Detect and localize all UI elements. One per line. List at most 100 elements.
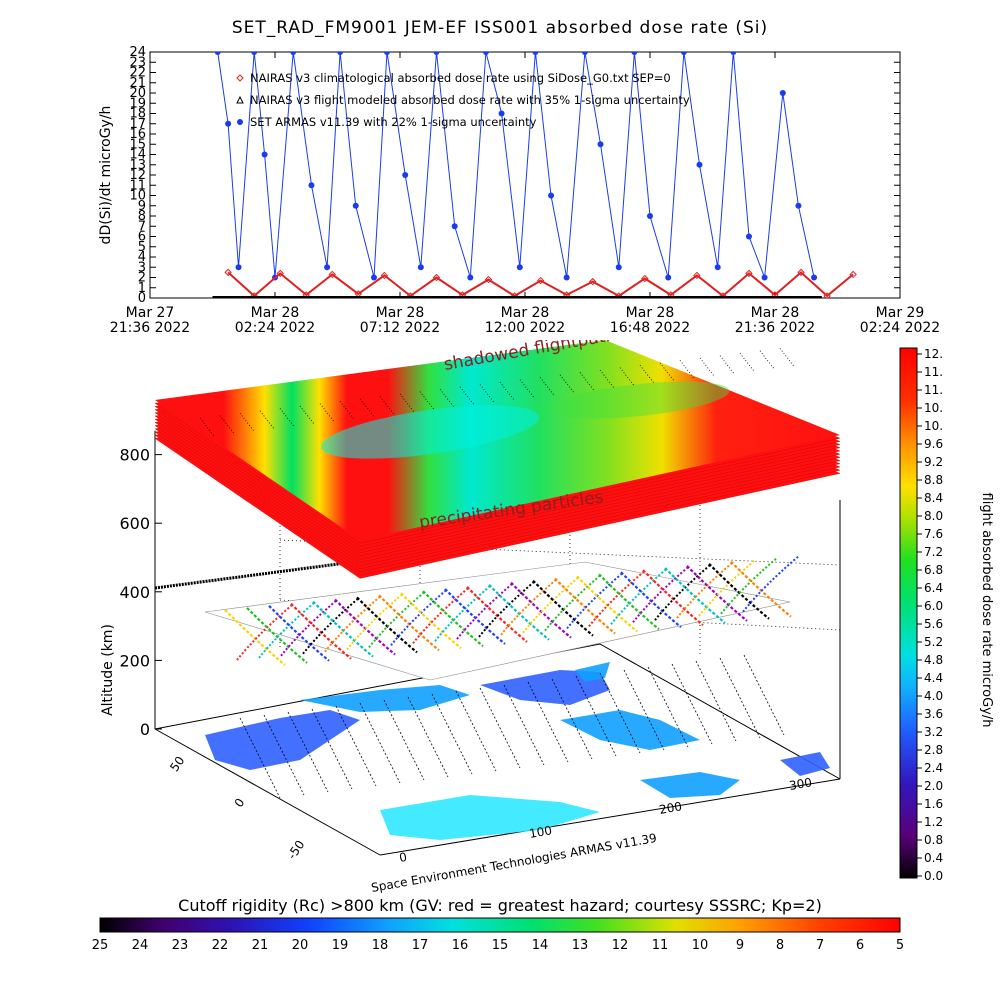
ground-track [479, 687, 521, 769]
armas-point [337, 52, 344, 55]
nairas-clim-point [589, 277, 597, 286]
shadowed-track [639, 364, 655, 384]
ground-track [743, 654, 785, 736]
rigidity-tick-label: 20 [292, 938, 309, 953]
colorbar-tick-label: 7.2 [924, 545, 943, 559]
shadowed-track [519, 379, 535, 398]
ground-track [287, 711, 329, 793]
colorbar-tick-label: 1.2 [924, 815, 943, 829]
continent-shape [205, 710, 360, 770]
nairas-clim-point [719, 292, 727, 298]
altitude-axis-label: Altitude (km) [100, 624, 116, 716]
armas-point [433, 52, 440, 55]
legend-marker [236, 95, 244, 104]
ground-track [671, 663, 713, 745]
colorbar-tick-label: 2.0 [924, 779, 943, 793]
shadowed-track [299, 405, 315, 425]
colorbar-tick-label: 2.8 [924, 743, 943, 757]
colorbar-tick-label: 4.0 [924, 689, 943, 703]
shadowed-track [679, 360, 695, 379]
shadowed-track [259, 410, 275, 430]
ground-track [527, 681, 569, 763]
floor-back-edge [154, 643, 841, 780]
orbit-track [346, 593, 403, 651]
x-tick-label: Mar 28 16:48 2022 [609, 305, 691, 336]
nairas-clim-point [797, 268, 805, 277]
rigidity-tick-label: 10 [692, 938, 709, 953]
legend-label: SET ARMAS v11.39 with 22% 1-sigma uncert… [250, 115, 537, 129]
orbit-track [302, 597, 359, 655]
y-tick-label: 4 [138, 250, 146, 265]
ground-track [383, 699, 425, 781]
nairas-clim-point [276, 269, 284, 278]
orbit-track [390, 589, 447, 646]
armas-point [548, 192, 555, 199]
y-tick-label: 24 [129, 45, 146, 60]
ground-track [311, 708, 353, 790]
dose-rate-line-chart: 0123456789101112131415161718192021222324… [98, 45, 901, 306]
colorbar-tick-label: 10. [924, 401, 943, 415]
colorbar-tick-label: 6.8 [924, 563, 943, 577]
armas-point [745, 233, 752, 240]
nairas-clim-point [380, 271, 389, 280]
ground-track [431, 693, 473, 775]
rigidity-tick-label: 17 [412, 938, 429, 953]
cutoff-rigidity-title: Cutoff rigidity (Rc) >800 km (GV: red = … [178, 896, 822, 915]
x-tick-label: Mar 28 12:00 2022 [484, 305, 566, 336]
colorbar-tick-label: 4.4 [924, 671, 943, 685]
shadowed-track [779, 348, 795, 367]
armas-point [730, 52, 737, 55]
legend-label: NAIRAS v3 flight modeled absorbed dose r… [250, 93, 690, 107]
y-tick-label: 2 [138, 271, 146, 286]
legend-marker [237, 119, 243, 125]
colorbar-tick-label: 0.4 [924, 851, 943, 865]
nairas-clim-point [484, 275, 493, 284]
armas-point [779, 90, 786, 96]
x-tick-label: Mar 28 07:12 2022 [359, 305, 441, 336]
orbit-track [324, 595, 381, 653]
rigidity-tick-label: 24 [132, 938, 149, 953]
armas-series-line [217, 52, 815, 278]
armas-point [581, 52, 588, 55]
armas-point [498, 110, 505, 117]
armas-point [451, 223, 458, 230]
armas-point [402, 172, 409, 178]
continent-shape [575, 662, 610, 682]
ground-track [239, 717, 281, 799]
y-tick-label: 16 [129, 127, 146, 142]
x-tick-label: Mar 29 02:24 2022 [859, 305, 941, 336]
y-tick-label: 15 [129, 137, 146, 152]
nairas-clim-point [250, 292, 258, 298]
shadowed-track [279, 408, 295, 427]
y-tick-label: 22 [129, 66, 146, 81]
orbit-track [236, 604, 293, 661]
shadowed-track [579, 372, 595, 391]
rigidity-tick-label: 7 [816, 938, 824, 953]
colorbar-tick-label: 10. [924, 419, 943, 433]
colorbar-tick-label: 0.8 [924, 833, 943, 847]
armas-point [665, 274, 672, 281]
shadowed-track [479, 384, 495, 403]
colorbar-tick-label: 11. [924, 383, 943, 397]
y-tick-label: 21 [129, 76, 146, 91]
x-tick-label: Mar 27 21:36 2022 [109, 305, 191, 336]
y-tick-label: 3 [138, 260, 146, 275]
colorbar-tick-label: 6.0 [924, 599, 943, 613]
y-tick-label: 14 [129, 148, 146, 163]
orbit-track [654, 564, 711, 621]
altitude-tick-label: 200 [119, 651, 150, 670]
shadowed-track [739, 352, 755, 372]
lon-tick-label: 300 [788, 775, 813, 793]
y-tick-label: 19 [129, 96, 146, 111]
legend-label: NAIRAS v3 climatological absorbed dose r… [250, 71, 671, 85]
orbit-track [632, 566, 689, 623]
nairas-clim-point [849, 270, 857, 279]
armas-point [563, 274, 570, 281]
shadowed-track [419, 391, 435, 410]
shadowed-track [659, 362, 675, 382]
y-tick-label: 9 [138, 199, 146, 214]
colorbar-tick-label: 7.6 [924, 527, 943, 541]
low-rigidity-zone [321, 405, 539, 459]
nairas-clim-point [641, 274, 649, 283]
armas-point [761, 274, 768, 281]
